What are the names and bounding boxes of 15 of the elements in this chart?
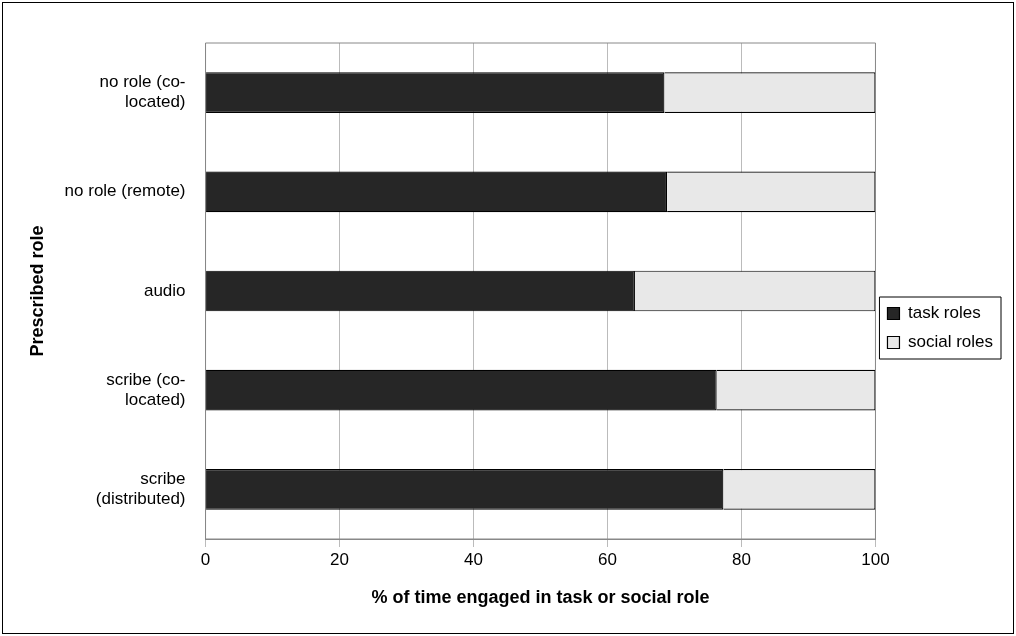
y-tick-label: scribe (distributed) xyxy=(95,468,186,509)
x-tick-label: 60 xyxy=(598,549,617,569)
x-tick-label: 40 xyxy=(464,549,483,569)
x-axis-title: % of time engaged in task or social role xyxy=(371,587,710,608)
y-tick-label: no role (co- located) xyxy=(99,72,186,112)
legend-label: social roles xyxy=(907,332,994,352)
y-tick-label: no role (remote) xyxy=(64,181,186,201)
x-tick-label: 100 xyxy=(861,549,890,569)
x-tick-label: 80 xyxy=(732,549,751,569)
x-tick-label: 0 xyxy=(200,549,211,569)
legend-label: task roles xyxy=(907,303,981,323)
x-tick-label: 20 xyxy=(330,549,349,569)
y-tick-label: audio xyxy=(143,280,186,300)
y-axis-title: Prescribed role xyxy=(26,225,47,357)
y-tick-label: scribe (co- located) xyxy=(106,369,186,410)
